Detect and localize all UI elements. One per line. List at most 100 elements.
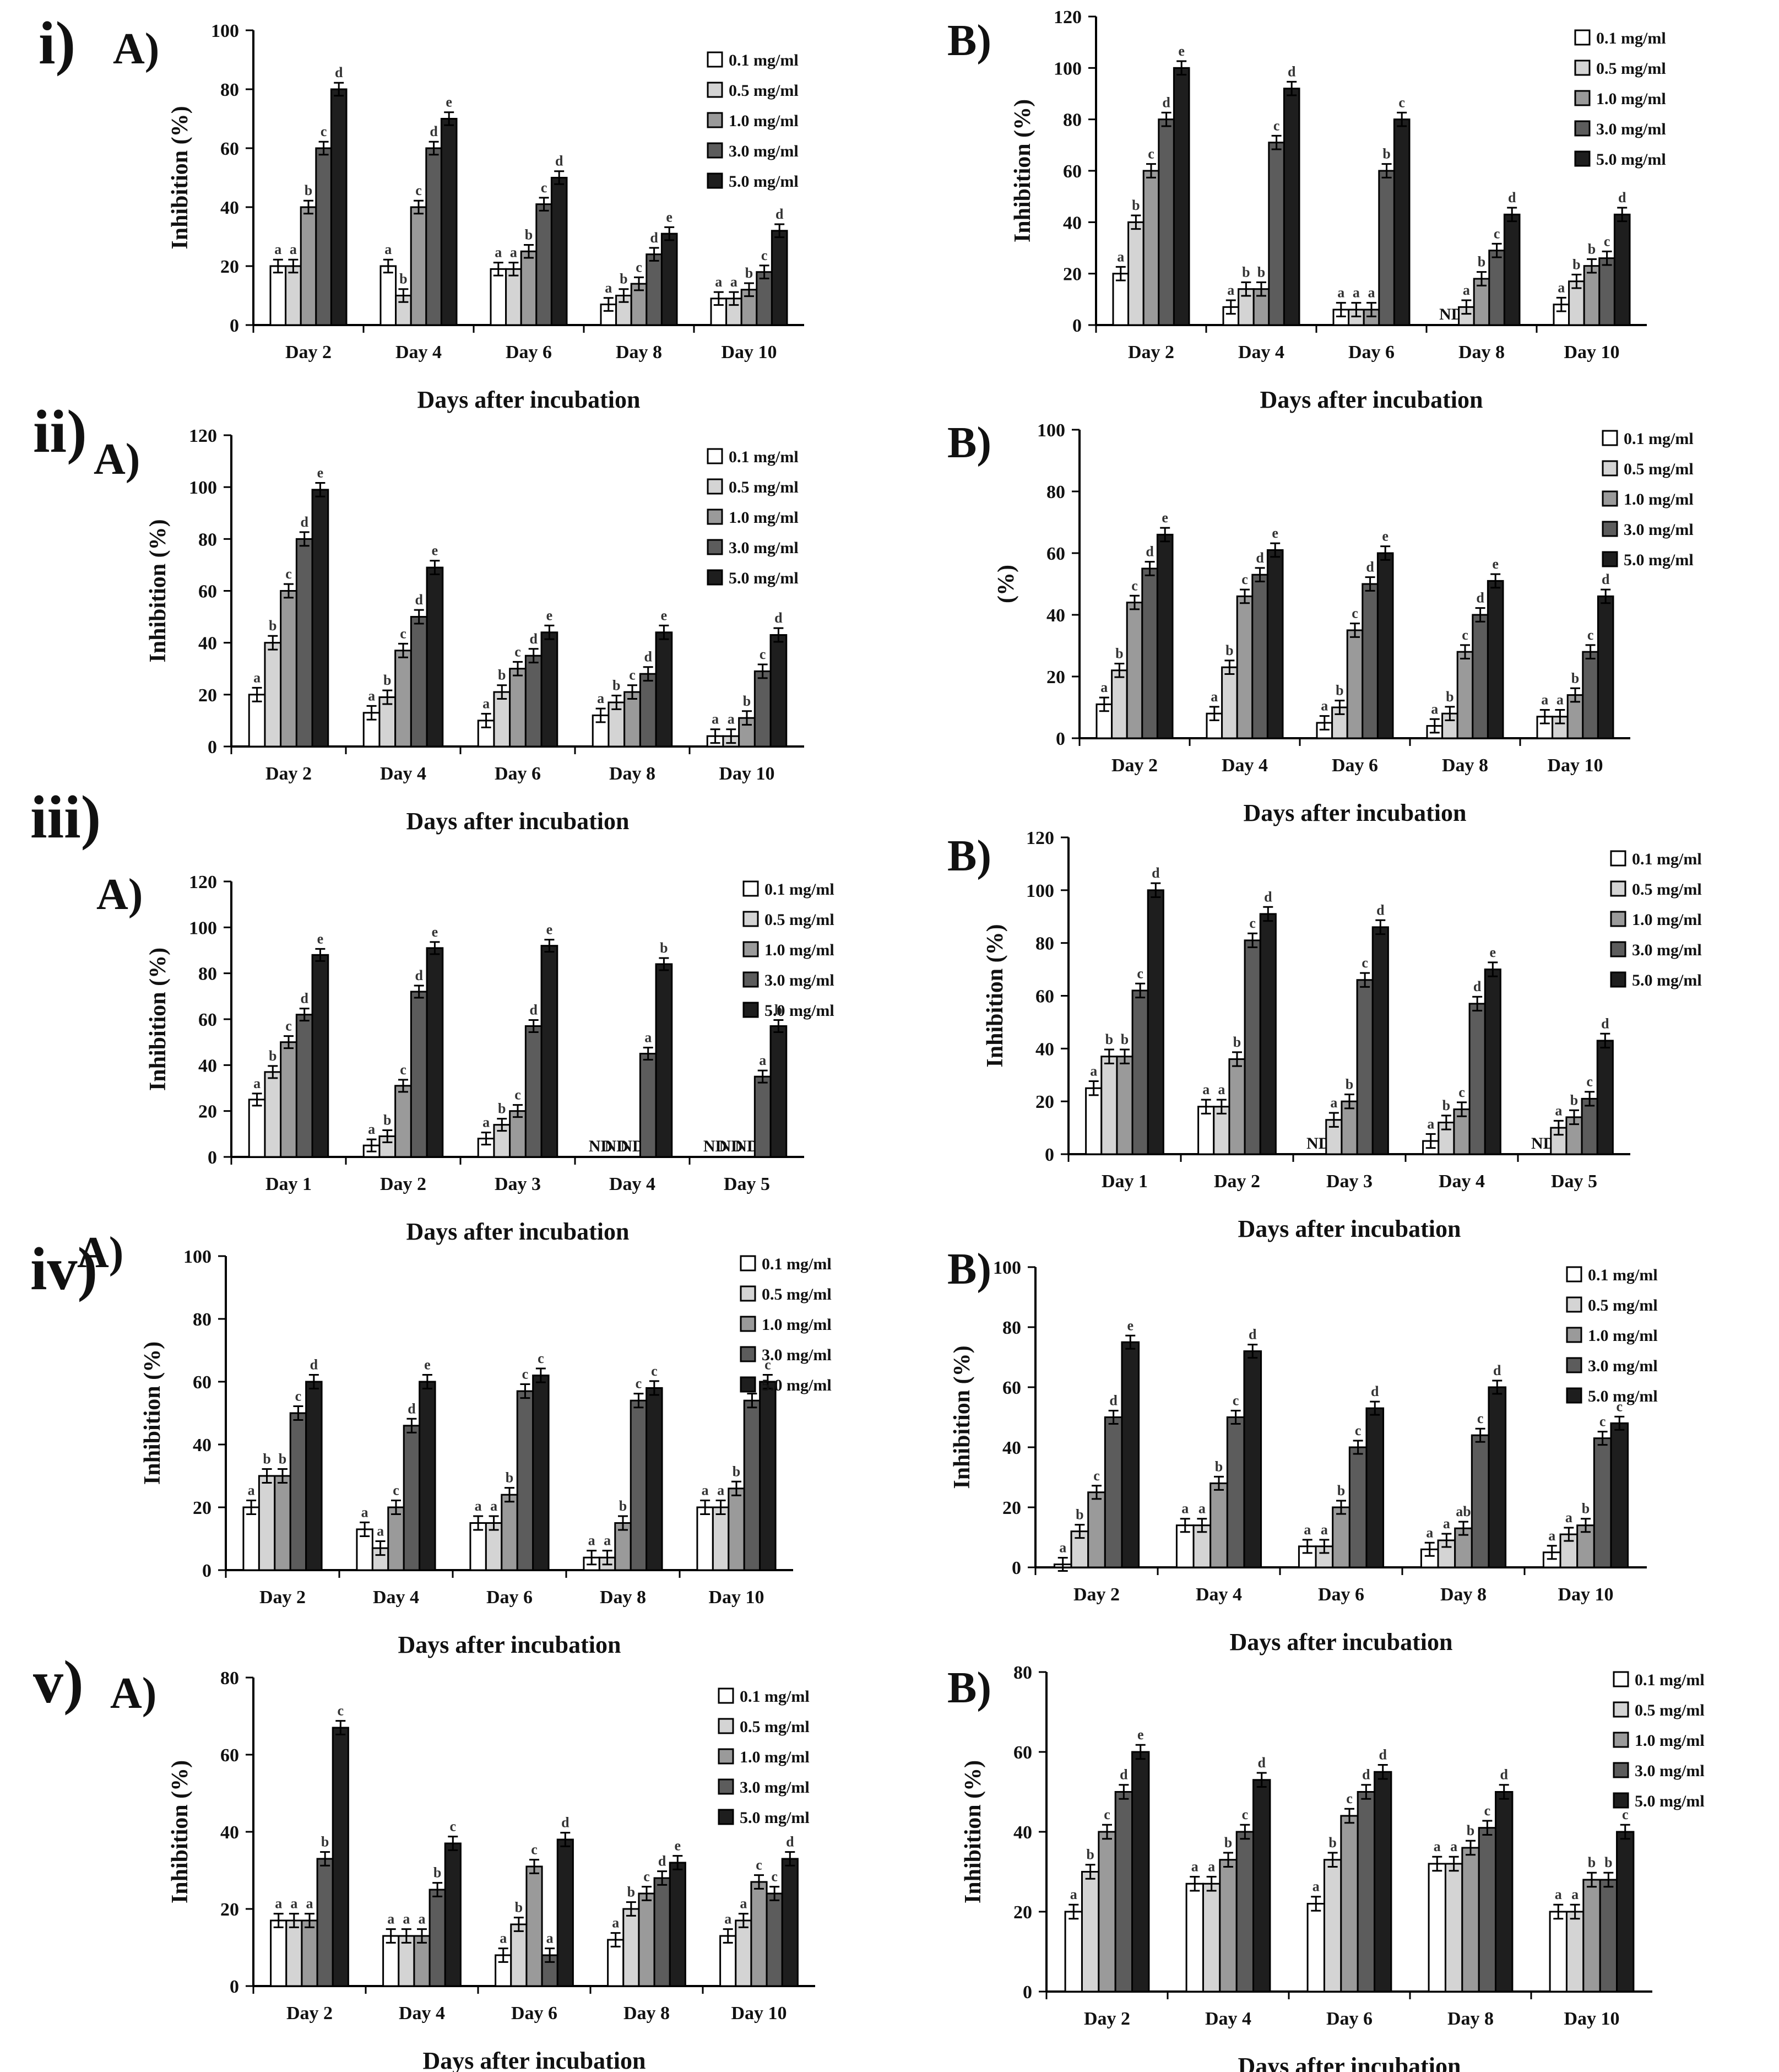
bar-1-0-mg-ml-day-4 [1236, 595, 1254, 739]
significance-letter: b [745, 265, 753, 281]
legend-swatch [707, 569, 723, 586]
error-bar [382, 1129, 393, 1143]
significance-letter: b [1570, 1092, 1578, 1108]
bar-3-0-mg-ml-day-4 [639, 1053, 657, 1158]
y-tick-label: 0 [230, 1977, 239, 1997]
y-tick-label: 60 [220, 1745, 239, 1766]
y-tick-label: 60 [220, 139, 239, 159]
error-bar [401, 1928, 411, 1944]
error-bar [1099, 696, 1109, 712]
error-bar [1492, 1379, 1503, 1395]
legend: 0.1 mg/ml 0.5 mg/ml 1.0 mg/ml 3.0 mg/ml 5.0 … [1613, 1671, 1705, 1810]
error-bar [747, 1393, 757, 1409]
bar-1-0-mg-ml-day-2 [280, 590, 297, 748]
error-bar [481, 1132, 491, 1146]
significance-letter: d [1362, 1767, 1370, 1783]
error-bar [305, 1913, 314, 1928]
significance-letter: a [482, 1115, 490, 1130]
error-bar [1125, 1334, 1136, 1350]
significance-letter: a [290, 1896, 297, 1912]
y-tick-label: 100 [189, 918, 217, 938]
legend-swatch [1610, 911, 1626, 927]
error-bar [1617, 207, 1628, 223]
error-bar [744, 282, 754, 297]
category-label: Day 2 [259, 1587, 306, 1608]
significance-letter: a [1571, 1886, 1579, 1902]
y-tick-label: 40 [220, 198, 239, 218]
bar-5-0-mg-ml-day-2 [426, 947, 444, 1158]
category-label: Day 2 [286, 2003, 333, 2024]
error-bar [1225, 299, 1236, 315]
y-tick-label: 40 [198, 1056, 217, 1076]
error-bar [299, 1008, 310, 1022]
bar-0-5-mg-ml-day-8 [1444, 1863, 1463, 1993]
bar-5-0-mg-ml-day-6 [1365, 1407, 1385, 1568]
y-tick-label: 100 [189, 478, 217, 498]
bar-3-0-mg-ml-day-2 [1141, 567, 1158, 739]
significance-letter: c [285, 1018, 292, 1034]
bar-5-0-mg-ml-day-6 [1376, 552, 1394, 739]
bar-3-0-mg-ml-day-4 [403, 1425, 421, 1571]
significance-letter: c [1148, 146, 1154, 162]
error-bar [1555, 708, 1565, 724]
significance-letter: d [774, 610, 783, 626]
significance-letter: a [717, 1482, 724, 1498]
category-label: Day 4 [1196, 1584, 1242, 1605]
significance-letter: d [555, 153, 563, 169]
significance-letter: c [285, 566, 292, 582]
significance-letter: d [529, 1002, 538, 1018]
bar-5-0-mg-ml-day-5 [1596, 1040, 1614, 1155]
legend-swatch [1566, 1266, 1582, 1283]
significance-letter: e [1178, 43, 1185, 59]
significance-letter: d [644, 649, 652, 665]
error-bar [288, 258, 299, 274]
error-bar [1380, 545, 1391, 561]
error-bar [1120, 1048, 1130, 1064]
significance-letter: d [1379, 1746, 1387, 1762]
error-bar [713, 291, 724, 306]
bar-5-0-mg-ml-day-3 [1371, 926, 1389, 1155]
y-tick-label: 60 [198, 582, 217, 602]
error-bar [448, 1836, 458, 1851]
panel-letter: B) [947, 17, 991, 65]
bar-3-0-mg-ml-day-6 [516, 1390, 534, 1571]
significance-letter: b [1346, 1076, 1353, 1092]
category-label: Day 6 [1326, 2009, 1373, 2029]
significance-letter: d [1601, 1015, 1609, 1031]
category-label: Day 2 [1214, 1171, 1260, 1192]
error-bar [1151, 882, 1161, 898]
significance-letter: a [1208, 1858, 1215, 1874]
significance-letter: e [546, 607, 553, 623]
significance-letter: e [317, 930, 324, 946]
bar-5-0-mg-ml-day-3 [540, 945, 558, 1158]
significance-letter: d [415, 967, 423, 983]
error-bar [1570, 687, 1580, 703]
significance-letter: a [1443, 1516, 1450, 1532]
error-bar [785, 1851, 795, 1867]
error-bar [545, 1947, 555, 1963]
bar-5-0-mg-ml-day-2 [1173, 67, 1190, 326]
bar-5-0-mg-ml-day-8 [1488, 1386, 1507, 1568]
significance-letter: b [498, 667, 506, 683]
bar-5-0-mg-ml-day-4 [419, 1381, 436, 1571]
bar-0-1-mg-ml-day-4 [379, 265, 397, 326]
bar-0-5-mg-ml-day-6 [1323, 1859, 1342, 1993]
bar-3-0-mg-ml-day-2 [410, 991, 428, 1158]
error-bar [659, 957, 669, 971]
significance-letter: a [1463, 282, 1470, 298]
category-label: Day 8 [1440, 1584, 1487, 1605]
error-bar [1248, 1344, 1258, 1359]
error-bar [754, 1874, 764, 1890]
significance-letter: c [1586, 1074, 1593, 1090]
error-bar [664, 226, 675, 241]
legend-swatch [1602, 521, 1618, 537]
error-bar [627, 684, 637, 700]
panel-letter: B) [947, 419, 991, 467]
error-bar [414, 609, 424, 625]
bar-5-0-mg-ml-day-2 [332, 1727, 349, 1987]
error-bar [587, 1550, 597, 1566]
significance-letter: c [756, 1857, 762, 1873]
legend-swatch [1566, 1357, 1582, 1373]
significance-letter: a [1337, 285, 1344, 301]
significance-letter: b [515, 1900, 523, 1916]
